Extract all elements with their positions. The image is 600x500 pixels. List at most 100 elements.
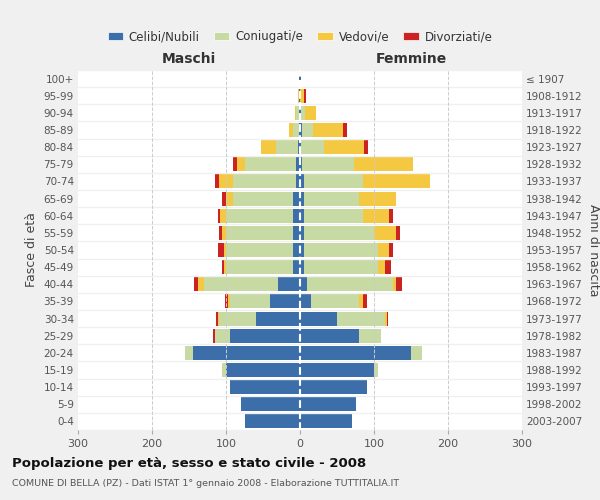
Text: Maschi: Maschi: [162, 52, 216, 66]
Bar: [378, 260, 385, 274]
Bar: [313, 123, 343, 137]
Bar: [374, 363, 378, 377]
Bar: [245, 158, 296, 172]
Bar: [237, 158, 245, 172]
Bar: [363, 174, 430, 188]
Bar: [230, 294, 271, 308]
Bar: [300, 88, 304, 102]
Bar: [359, 192, 396, 205]
Bar: [198, 278, 204, 291]
Bar: [354, 158, 413, 172]
Bar: [300, 158, 302, 172]
Bar: [224, 260, 226, 274]
Bar: [223, 363, 226, 377]
Bar: [359, 294, 363, 308]
Bar: [389, 243, 392, 257]
Bar: [300, 328, 359, 342]
Bar: [300, 346, 411, 360]
Bar: [298, 88, 299, 102]
Bar: [224, 294, 228, 308]
Bar: [300, 174, 304, 188]
Bar: [185, 346, 193, 360]
Bar: [296, 106, 299, 120]
Bar: [218, 312, 256, 326]
Bar: [300, 380, 367, 394]
Bar: [300, 226, 304, 240]
Bar: [215, 328, 230, 342]
Bar: [300, 106, 301, 120]
Bar: [300, 312, 337, 326]
Text: Popolazione per età, sesso e stato civile - 2008: Popolazione per età, sesso e stato civil…: [12, 458, 366, 470]
Bar: [359, 328, 382, 342]
Bar: [228, 294, 230, 308]
Bar: [300, 72, 301, 86]
Bar: [298, 140, 300, 154]
Bar: [293, 260, 300, 274]
Bar: [220, 208, 226, 222]
Bar: [300, 140, 301, 154]
Bar: [304, 88, 306, 102]
Bar: [304, 243, 378, 257]
Text: Femmine: Femmine: [376, 52, 446, 66]
Bar: [304, 174, 363, 188]
Bar: [226, 192, 233, 205]
Bar: [323, 140, 364, 154]
Bar: [300, 398, 355, 411]
Bar: [230, 380, 300, 394]
Bar: [385, 260, 391, 274]
Bar: [193, 346, 300, 360]
Bar: [300, 208, 304, 222]
Bar: [305, 106, 316, 120]
Bar: [275, 140, 298, 154]
Bar: [311, 294, 359, 308]
Bar: [302, 158, 354, 172]
Bar: [223, 226, 226, 240]
Bar: [293, 192, 300, 205]
Bar: [304, 260, 378, 274]
Bar: [396, 278, 402, 291]
Bar: [300, 123, 302, 137]
Bar: [223, 192, 226, 205]
Bar: [304, 208, 363, 222]
Bar: [396, 226, 400, 240]
Bar: [411, 346, 422, 360]
Bar: [299, 72, 300, 86]
Bar: [224, 243, 226, 257]
Bar: [226, 208, 293, 222]
Bar: [293, 123, 299, 137]
Bar: [233, 158, 237, 172]
Bar: [226, 226, 293, 240]
Bar: [343, 123, 347, 137]
Bar: [304, 192, 359, 205]
Text: COMUNE DI BELLA (PZ) - Dati ISTAT 1° gennaio 2008 - Elaborazione TUTTITALIA.IT: COMUNE DI BELLA (PZ) - Dati ISTAT 1° gen…: [12, 479, 399, 488]
Bar: [296, 174, 300, 188]
Bar: [299, 106, 300, 120]
Bar: [218, 174, 233, 188]
Bar: [363, 208, 389, 222]
Bar: [230, 328, 300, 342]
Bar: [233, 174, 296, 188]
Bar: [364, 140, 368, 154]
Bar: [300, 243, 304, 257]
Bar: [293, 226, 300, 240]
Bar: [226, 363, 300, 377]
Legend: Celibi/Nubili, Coniugati/e, Vedovi/e, Divorziati/e: Celibi/Nubili, Coniugati/e, Vedovi/e, Di…: [103, 26, 497, 48]
Bar: [300, 414, 352, 428]
Bar: [278, 278, 300, 291]
Bar: [386, 312, 388, 326]
Bar: [295, 106, 296, 120]
Bar: [301, 140, 323, 154]
Bar: [385, 312, 386, 326]
Y-axis label: Anni di nascita: Anni di nascita: [587, 204, 599, 296]
Bar: [389, 208, 392, 222]
Bar: [215, 174, 218, 188]
Bar: [302, 123, 313, 137]
Bar: [299, 88, 300, 102]
Bar: [392, 278, 396, 291]
Bar: [307, 278, 392, 291]
Bar: [374, 226, 396, 240]
Bar: [245, 414, 300, 428]
Bar: [218, 243, 224, 257]
Bar: [300, 294, 311, 308]
Bar: [337, 312, 385, 326]
